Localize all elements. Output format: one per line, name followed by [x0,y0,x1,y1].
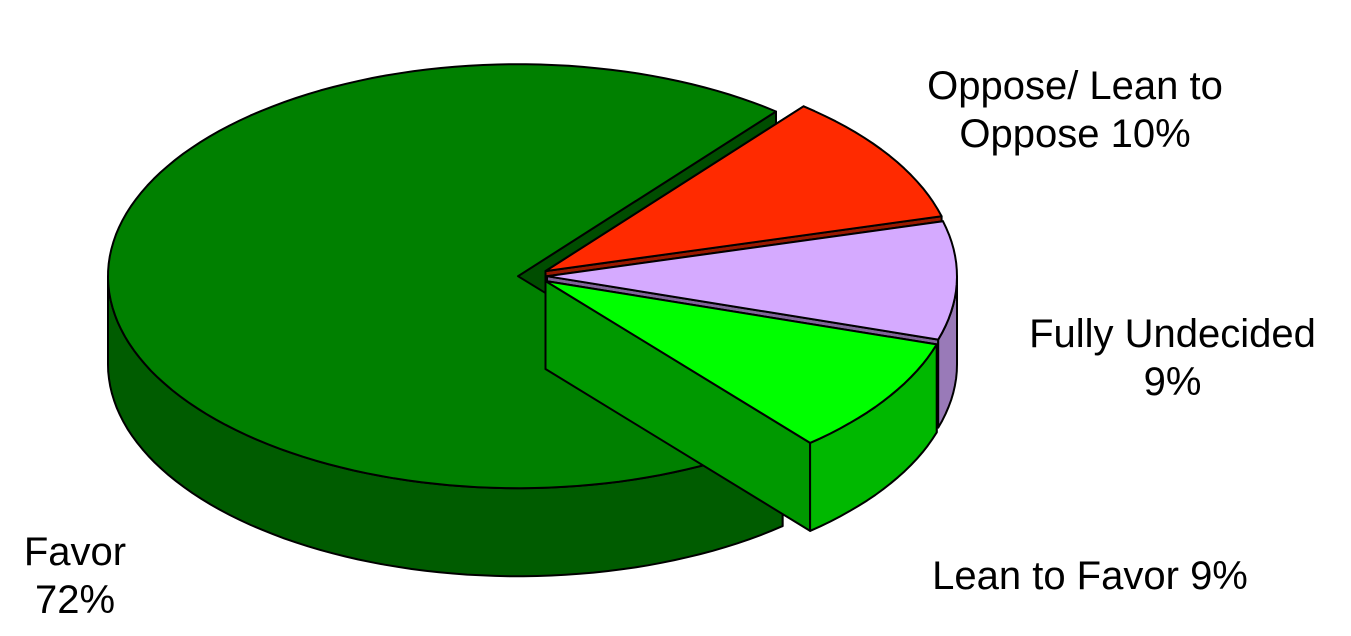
category-label: Lean to Favor [932,554,1179,598]
slice [546,220,958,341]
slice-label: Favor 72% [10,528,140,624]
category-label: Fully Undecided [1029,312,1316,356]
slice [544,280,938,444]
slice-label: Fully Undecided 9% [1005,310,1340,406]
value-label: 9% [1190,554,1248,598]
slice [544,105,943,273]
slice-label: Lean to Favor 9% [880,552,1300,600]
category-label: Oppose/ Lean to Oppose [927,64,1223,156]
value-label: 72% [34,578,116,622]
slice-label: Oppose/ Lean to Oppose 10% [895,62,1255,158]
category-label: Favor [23,530,127,574]
value-label: 9% [1143,360,1202,404]
value-label: 10% [1110,112,1191,156]
